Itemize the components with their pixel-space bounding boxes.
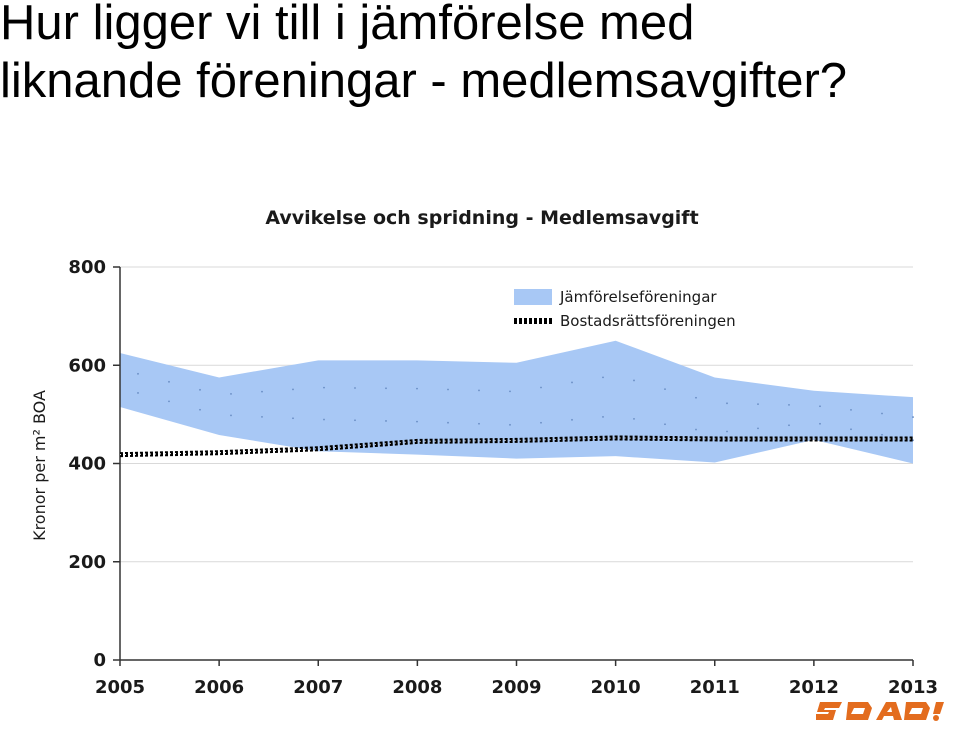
band-dot — [261, 390, 263, 393]
band-dot — [726, 402, 728, 405]
band-dot — [292, 388, 294, 391]
band-dot — [354, 419, 356, 422]
band-dot — [292, 417, 294, 420]
band-dot — [168, 380, 170, 383]
slide-title-line-1: Hur ligger vi till i jämförelse med — [0, 0, 695, 50]
sbab-logo — [811, 694, 956, 739]
y-tick-label: 0 — [93, 650, 106, 671]
x-tick-label: 2013 — [888, 677, 938, 698]
fee-chart: Avvikelse och spridning - Medlemsavgift 0… — [30, 207, 938, 698]
x-tick-label: 2007 — [293, 677, 343, 698]
band-dot — [416, 387, 418, 390]
band-dot — [881, 433, 883, 436]
band-dot — [726, 430, 728, 433]
band-dot — [168, 400, 170, 403]
band-dot — [323, 386, 325, 389]
band-dot — [478, 389, 480, 392]
band-dot — [757, 427, 759, 430]
band-dot — [571, 418, 573, 421]
band-dot — [385, 420, 387, 422]
legend-label-band: Jämförelseföreningar — [559, 288, 717, 306]
legend-label-line: Bostadsrättsföreningen — [560, 312, 736, 330]
band-dot — [509, 390, 511, 393]
band-dot — [447, 388, 449, 391]
series-line-bostadsrattsforeningen — [119, 435, 913, 458]
band-dot — [385, 387, 387, 390]
x-tick-label: 2012 — [789, 677, 839, 698]
chart-title: Avvikelse och spridning - Medlemsavgift — [265, 207, 698, 229]
y-tick-label: 200 — [68, 552, 106, 573]
x-tick-label: 2011 — [690, 677, 740, 698]
band-dot — [850, 408, 852, 411]
band-dot — [881, 412, 883, 415]
y-axis-title: Kronor per m² BOA — [30, 390, 49, 541]
y-tick-label: 800 — [68, 257, 106, 278]
slide-title-line-2: liknande föreningar - medlemsavgifter? — [0, 54, 848, 108]
band-dot — [602, 376, 604, 379]
band-dot — [850, 428, 852, 431]
band-dot — [664, 388, 666, 391]
band-dot — [819, 405, 821, 408]
band-dot — [540, 421, 542, 424]
series-band-jamforelseforeningar — [120, 340, 913, 464]
band-dot — [695, 396, 697, 399]
band-dot — [633, 379, 635, 382]
slide-title: Hur ligger vi till i jämförelse med likn… — [0, 0, 960, 110]
band-dot — [788, 424, 790, 427]
band-dot — [912, 416, 914, 418]
band-dot — [354, 387, 356, 389]
band-dot — [261, 415, 263, 418]
band-dot — [540, 386, 542, 389]
x-tick-label: 2008 — [392, 677, 442, 698]
band-dot — [230, 393, 232, 395]
band-dot — [757, 403, 759, 406]
band-dot — [447, 421, 449, 424]
y-tick-label: 600 — [68, 355, 106, 376]
band-dot — [323, 418, 325, 421]
x-tick-label: 2009 — [491, 677, 541, 698]
sbab-logo-mark — [811, 702, 944, 721]
x-tick-label: 2006 — [194, 677, 244, 698]
x-tick-label: 2005 — [95, 677, 145, 698]
band-dot — [137, 372, 139, 375]
legend-swatch-band — [514, 289, 552, 305]
band-dot — [633, 417, 635, 420]
band-dot — [478, 422, 480, 425]
band-dot — [416, 420, 418, 423]
band-dot — [199, 388, 201, 391]
x-tick-label: 2010 — [591, 677, 641, 698]
band-dot — [602, 416, 604, 418]
band-dot — [695, 428, 697, 431]
y-tick-label: 400 — [68, 454, 106, 475]
band-dot — [137, 392, 139, 394]
band-dot — [571, 381, 573, 384]
band-dot — [819, 422, 821, 425]
band-dot — [509, 423, 511, 426]
band-dot — [230, 414, 232, 417]
band-dot — [199, 408, 201, 411]
band-dot — [788, 404, 790, 406]
band-dot — [664, 423, 666, 426]
